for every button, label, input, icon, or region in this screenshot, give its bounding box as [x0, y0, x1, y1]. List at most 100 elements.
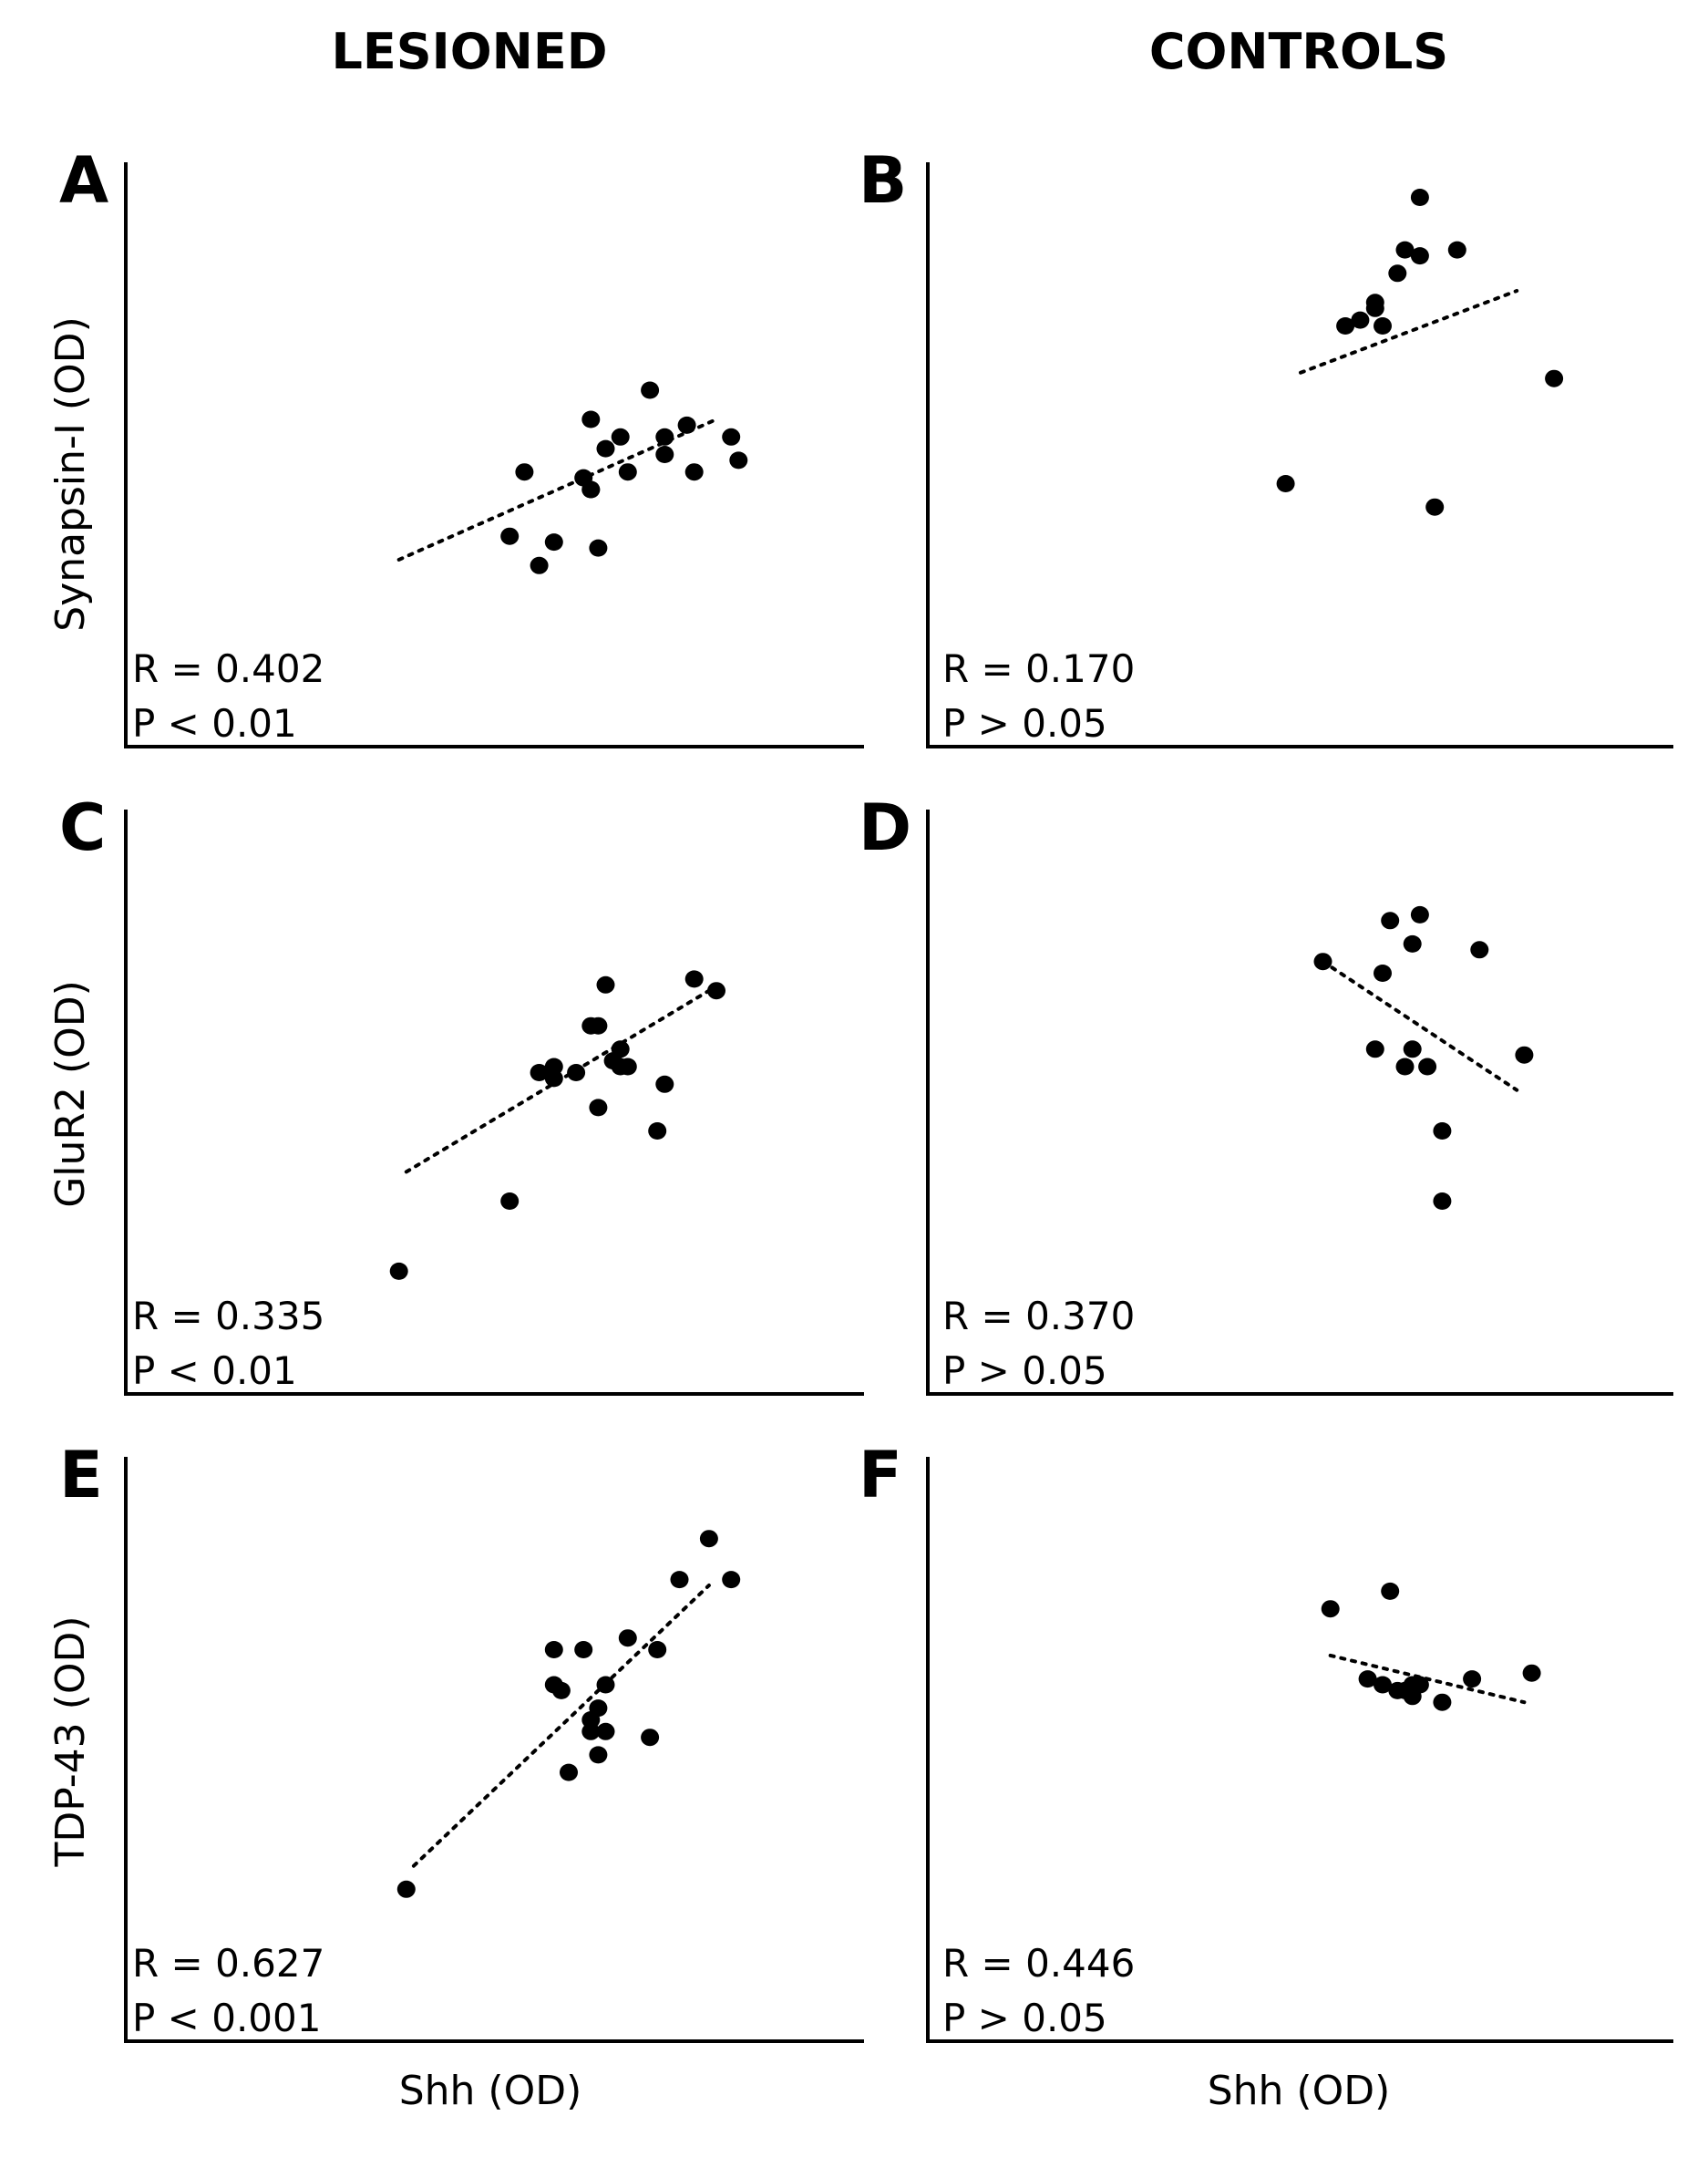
data-point [1276, 475, 1295, 492]
x-axis-label: Shh (OD) [399, 2068, 582, 2114]
data-point [1403, 1040, 1422, 1058]
data-point [1381, 912, 1400, 930]
data-point [722, 428, 741, 446]
data-point [729, 451, 748, 470]
data-point [389, 1262, 408, 1280]
data-point [581, 1722, 601, 1740]
data-point [1388, 264, 1407, 283]
data-point [560, 1763, 578, 1781]
axes [124, 810, 864, 1396]
data-point [1358, 1670, 1377, 1688]
column-title-lesioned: LESIONED [331, 23, 607, 80]
column-title-controls: CONTROLS [1149, 23, 1448, 80]
data-point [1395, 1058, 1415, 1076]
data-point [596, 439, 615, 458]
data-point [574, 1641, 593, 1658]
panel-e: E TDP-43 (OD) R = 0.627 P < 0.001 Shh (O… [47, 1438, 864, 2114]
data-point [699, 1530, 718, 1548]
data-marks [1313, 905, 1534, 1210]
data-point [618, 1629, 637, 1647]
data-point [551, 1681, 571, 1699]
data-point [684, 970, 704, 988]
panel-letter: F [859, 1438, 902, 1512]
r-value-label: R = 0.170 [942, 646, 1135, 691]
data-point [544, 1069, 563, 1088]
data-point [641, 1729, 660, 1747]
data-point [544, 533, 563, 552]
panel-letter: C [59, 790, 106, 865]
data-point [1433, 1192, 1452, 1210]
data-point [530, 1064, 549, 1081]
x-axis-label: Shh (OD) [1208, 2068, 1391, 2114]
data-point [1351, 311, 1370, 329]
p-value-label: P < 0.001 [132, 1996, 321, 2040]
data-point [1365, 294, 1384, 312]
data-point [611, 428, 630, 446]
data-point [589, 539, 608, 557]
data-point [1522, 1664, 1541, 1682]
data-point [618, 1058, 637, 1076]
y-axis-label: GluR2 (OD) [47, 980, 94, 1208]
p-value-label: P < 0.01 [132, 1348, 297, 1393]
data-point [1388, 1681, 1407, 1699]
axes [124, 162, 864, 748]
data-point [648, 1641, 667, 1658]
panel-c: C GluR2 (OD) R = 0.335 P < 0.01 [47, 790, 864, 1396]
data-point [722, 1571, 741, 1589]
data-point [1410, 247, 1429, 265]
data-point [1410, 189, 1429, 206]
axes [926, 810, 1673, 1396]
trend-line [411, 1584, 711, 1868]
data-point [581, 410, 601, 428]
panel-letter: B [859, 143, 907, 218]
data-point [1463, 1670, 1482, 1688]
axes [926, 162, 1673, 748]
r-value-label: R = 0.627 [132, 1941, 324, 1986]
panel-letter: A [59, 143, 108, 218]
data-point [1336, 317, 1355, 335]
data-point [567, 1064, 586, 1081]
data-point [1321, 1600, 1340, 1618]
data-point [648, 1122, 667, 1140]
data-point [530, 556, 549, 574]
data-point [1374, 965, 1392, 982]
data-point [1381, 1582, 1400, 1600]
r-value-label: R = 0.446 [942, 1941, 1135, 1986]
panel-f: F R = 0.446 P > 0.05 Shh (OD) [859, 1438, 1673, 2114]
data-point [1403, 934, 1422, 953]
p-value-label: P < 0.01 [132, 701, 297, 746]
data-point [581, 480, 601, 499]
panel-a: A Synapsin-I (OD) R = 0.402 P < 0.01 [47, 143, 864, 748]
data-point [1433, 1122, 1452, 1140]
data-point [596, 1676, 615, 1694]
data-point [1515, 1046, 1534, 1064]
axes [926, 1457, 1673, 2043]
data-marks [396, 381, 748, 574]
p-value-label: P > 0.05 [942, 1996, 1107, 2040]
data-marks [389, 970, 725, 1280]
data-point [1365, 1040, 1384, 1058]
data-point [1374, 317, 1392, 335]
data-point [589, 1017, 608, 1035]
panel-letter: E [59, 1438, 103, 1512]
data-point [1410, 905, 1429, 924]
data-marks [396, 1530, 741, 1898]
data-marks [1321, 1582, 1541, 1711]
data-point [396, 1880, 416, 1898]
data-point [1545, 369, 1564, 387]
data-point [500, 527, 520, 545]
trend-line [1299, 289, 1519, 375]
data-point [500, 1192, 520, 1210]
data-point [1447, 241, 1466, 259]
p-value-label: P > 0.05 [942, 701, 1107, 746]
data-point [515, 463, 534, 481]
panel-letter: D [859, 790, 911, 865]
data-point [1313, 953, 1332, 971]
r-value-label: R = 0.335 [132, 1294, 324, 1338]
data-point [1433, 1693, 1452, 1711]
data-point [1470, 941, 1489, 959]
data-point [707, 982, 725, 1000]
data-point [544, 1641, 563, 1658]
data-point [655, 446, 674, 463]
